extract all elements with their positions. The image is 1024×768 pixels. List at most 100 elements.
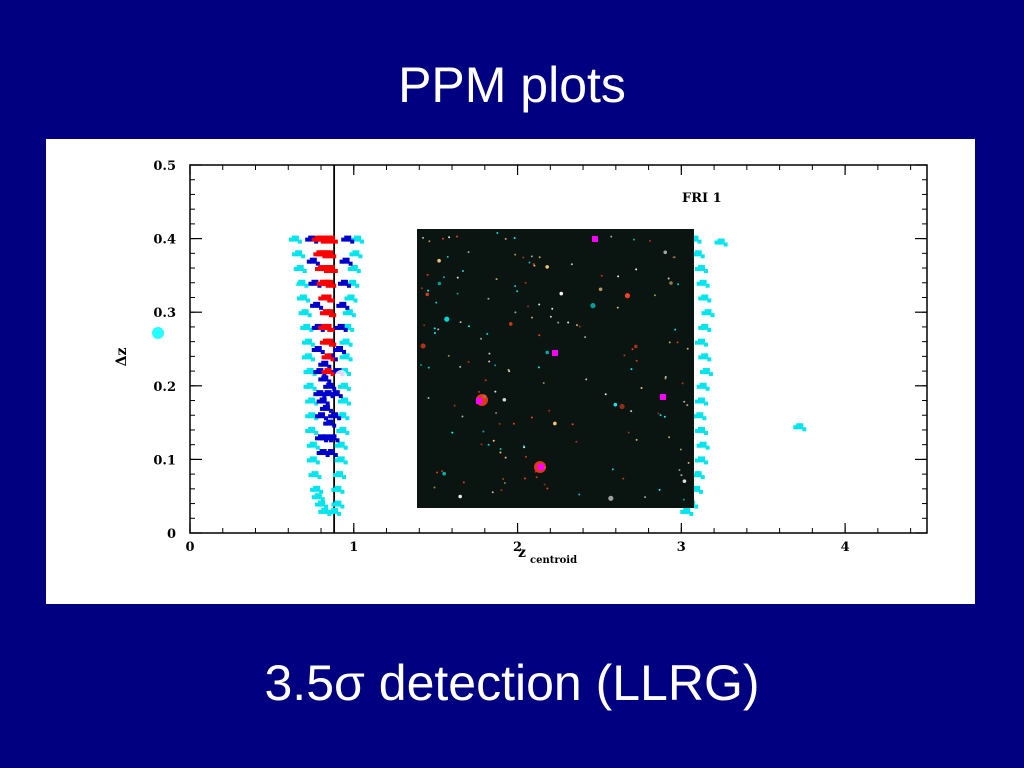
data-point [337, 384, 342, 389]
data-point [693, 414, 698, 419]
data-point [334, 325, 339, 330]
inset-marked-source [476, 398, 482, 404]
inset-star [504, 456, 507, 459]
inset-star [640, 387, 643, 390]
data-point [328, 509, 333, 514]
data-point [319, 397, 327, 404]
inset-star [426, 273, 429, 276]
inset-star [508, 370, 511, 373]
data-point [714, 240, 719, 245]
inset-star [678, 468, 681, 471]
data-point [330, 394, 335, 399]
data-point [321, 392, 326, 397]
inset-star [622, 477, 625, 480]
data-point [326, 250, 334, 257]
data-point [697, 456, 705, 463]
inset-star [427, 397, 430, 400]
inset-background [417, 229, 694, 508]
data-point [699, 370, 704, 375]
inset-star [672, 256, 675, 259]
inset-star [679, 448, 682, 451]
inset-star [537, 366, 540, 369]
data-point [298, 279, 306, 286]
inset-marked-source [538, 464, 544, 470]
inset-star [600, 274, 603, 277]
inset-star [633, 344, 638, 349]
inset-star [624, 293, 631, 299]
data-point [328, 414, 333, 419]
data-point [324, 323, 332, 330]
data-point [295, 281, 300, 286]
inset-star [513, 236, 516, 239]
inset-star [502, 477, 505, 480]
inset-star [508, 322, 513, 326]
data-point [332, 254, 337, 259]
inset-star [442, 237, 445, 240]
inset-star [668, 436, 671, 439]
inset-star [427, 366, 430, 369]
data-point [703, 269, 708, 274]
data-point [348, 261, 353, 266]
data-point [694, 267, 699, 272]
data-point [339, 340, 344, 345]
inset-star [686, 404, 689, 407]
inset-star [681, 382, 684, 385]
data-point [701, 323, 709, 330]
data-point [320, 239, 325, 244]
inset-star [553, 421, 557, 426]
inset-star [687, 461, 690, 464]
data-point [315, 261, 320, 266]
inset-star [630, 368, 633, 371]
data-point [316, 281, 321, 286]
data-point [330, 298, 335, 303]
inset-star [423, 324, 426, 327]
data-point [320, 497, 325, 502]
inset-star [428, 240, 431, 243]
inset-star [459, 365, 462, 368]
inset-star [499, 447, 502, 450]
data-point [313, 370, 318, 375]
data-point [304, 338, 312, 345]
inset-star [680, 474, 683, 477]
slide-title: PPM plots [398, 57, 626, 113]
data-point [291, 235, 299, 242]
data-point [349, 252, 354, 257]
data-point [295, 250, 303, 257]
data-point [305, 237, 310, 242]
data-point [321, 237, 326, 242]
inset-star [524, 455, 527, 458]
inset-star [542, 381, 545, 384]
data-point [318, 296, 323, 301]
inset-star [444, 316, 450, 322]
inset-marked-source [552, 350, 558, 356]
data-point [319, 252, 324, 257]
data-point [308, 426, 316, 433]
inset-star [677, 283, 680, 286]
data-point [345, 309, 353, 316]
data-point [321, 360, 329, 367]
data-point [308, 235, 316, 242]
data-point [313, 301, 321, 308]
data-point [352, 250, 360, 257]
data-point [308, 397, 316, 404]
data-point [316, 399, 321, 404]
inset-star [420, 287, 423, 290]
inset-star [437, 328, 440, 331]
data-point [300, 294, 308, 301]
inset-star [504, 237, 507, 240]
data-point [314, 430, 319, 435]
data-point [342, 257, 350, 264]
data-point [324, 237, 329, 242]
data-point [305, 399, 310, 404]
data-point [331, 507, 339, 514]
data-point [301, 340, 306, 345]
inset-star [459, 321, 462, 324]
inset-star [619, 403, 625, 410]
data-point [703, 430, 708, 435]
inset-star [455, 235, 458, 238]
data-point [702, 416, 707, 421]
data-point [705, 445, 710, 450]
data-point [345, 305, 350, 310]
data-point [694, 428, 699, 433]
data-point [701, 311, 706, 316]
